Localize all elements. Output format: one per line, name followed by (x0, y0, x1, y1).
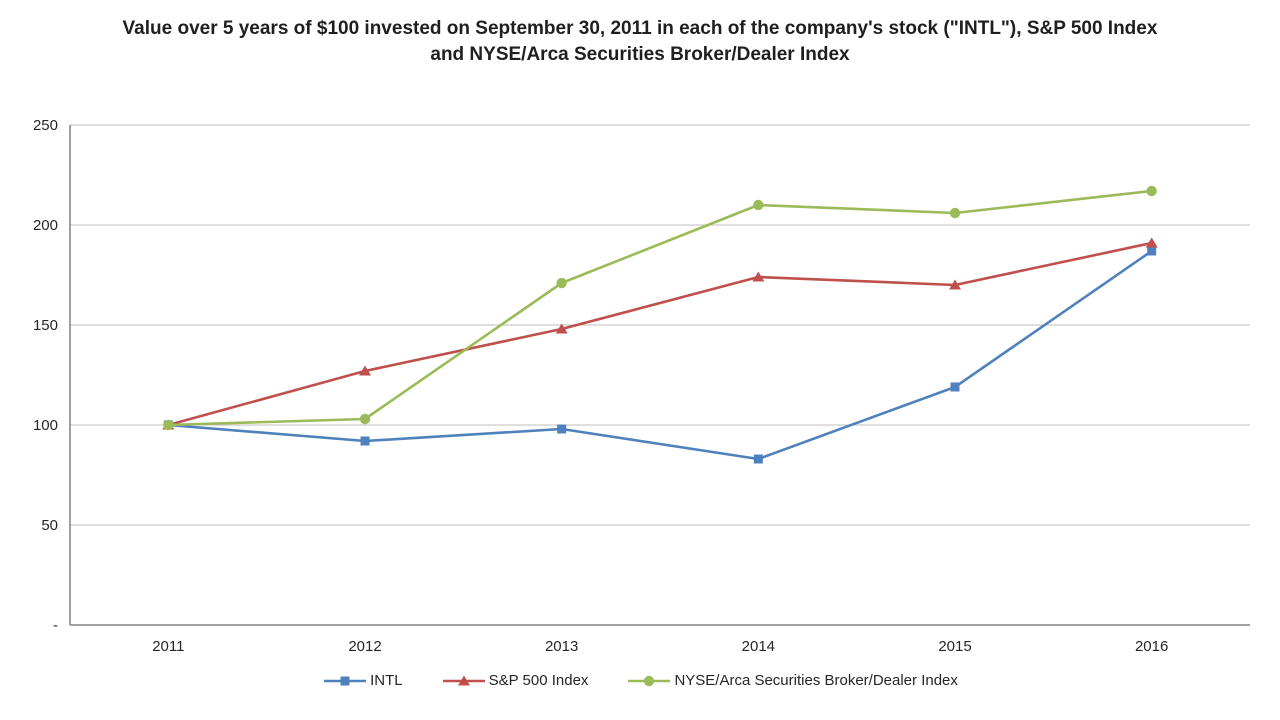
y-axis-tick-label: 100 (33, 417, 58, 434)
chart-legend: INTL S&P 500 Index NYSE/Arca Securities Br… (0, 672, 1280, 689)
circle-marker-icon (1146, 185, 1157, 197)
circle-marker-icon (949, 207, 961, 219)
circle-marker-icon (163, 419, 174, 431)
series-line (167, 249, 1153, 461)
y-axis-tick-label: 200 (33, 217, 58, 234)
triangle-marker-icon (555, 323, 568, 334)
y-axis-tick-label: 250 (33, 117, 58, 134)
y-axis-tick-label: 150 (33, 317, 58, 334)
series-line (167, 189, 1153, 427)
triangle-marker-icon (949, 279, 961, 290)
legend-item: INTL (322, 672, 403, 689)
legend-item: NYSE/Arca Securities Broker/Dealer Index (626, 672, 958, 689)
square-marker-icon (340, 676, 350, 685)
circle-marker-icon (644, 675, 655, 686)
x-axis-category-label: 2016 (1135, 638, 1168, 655)
series-nyse-arca-securities-broker-dealer-index (163, 185, 1157, 431)
x-axis-category-label: 2012 (348, 638, 381, 655)
square-marker-icon (557, 424, 567, 434)
square-marker-icon (753, 454, 763, 464)
series-line (167, 241, 1153, 427)
triangle-marker-icon (457, 675, 470, 685)
line-chart: - 50 100 150 200 250 2011 2012 2013 2014 2015 2016 (33, 117, 1250, 655)
x-axis-category-label: 2011 (152, 638, 184, 655)
y-axis-tick-label: - (53, 617, 58, 634)
square-marker-icon (1147, 246, 1157, 256)
triangle-marker-icon (359, 365, 371, 376)
legend-label: S&P 500 Index (488, 672, 589, 689)
x-axis-category-label: 2015 (938, 638, 971, 655)
legend-item: S&P 500 Index (441, 672, 589, 689)
circle-marker-icon (359, 413, 371, 425)
circle-marker-icon (556, 277, 567, 289)
legend-label: NYSE/Arca Securities Broker/Dealer Index (674, 672, 958, 689)
square-marker-icon (950, 382, 960, 392)
series-intl (163, 246, 1157, 464)
legend-triangle-line-icon (442, 675, 485, 685)
legend-square-line-icon (324, 676, 367, 685)
chart-title: Value over 5 years of $100 invested on S… (122, 18, 1158, 65)
x-axis-category-label: 2013 (545, 638, 578, 655)
y-axis-tick-label: 50 (41, 517, 58, 534)
legend-circle-line-icon (628, 675, 671, 686)
triangle-marker-icon (752, 271, 765, 282)
square-marker-icon (360, 436, 370, 446)
triangle-marker-icon (1145, 237, 1158, 248)
legend-label: INTL (370, 672, 403, 689)
x-axis-category-label: 2014 (742, 638, 775, 655)
circle-marker-icon (753, 199, 764, 211)
series-s-p-500-index (162, 237, 1158, 430)
